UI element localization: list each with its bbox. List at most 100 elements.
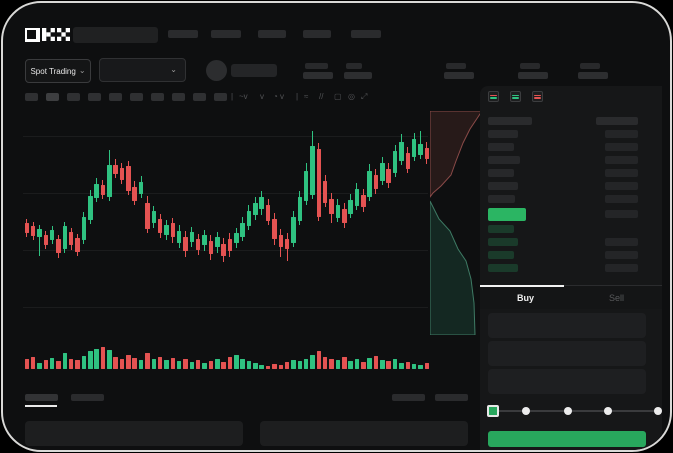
gridline-0 (23, 136, 428, 137)
bottom-tab-0[interactable] (25, 394, 58, 401)
toolbar-button-4[interactable] (109, 93, 122, 101)
candle-body (348, 200, 353, 214)
candle-body (322, 181, 328, 203)
nav-item-3[interactable] (303, 30, 331, 38)
time-icon[interactable]: ◔ v (273, 92, 285, 101)
candle-body (399, 142, 404, 161)
candle-body (284, 239, 290, 249)
volume-bar (208, 361, 214, 369)
ask-row-price[interactable] (488, 182, 518, 190)
tab-buy[interactable]: Buy (516, 293, 534, 303)
fullscreen-icon[interactable]: ⤢ (361, 92, 368, 101)
volume-bar (335, 360, 341, 369)
pair-avatar[interactable] (206, 60, 227, 81)
volume-bar (411, 364, 417, 369)
tab-sell[interactable]: Sell (608, 293, 624, 303)
order-field-2[interactable] (488, 369, 646, 394)
navbar (3, 3, 670, 51)
order-field-0[interactable] (488, 313, 646, 338)
ask-row-price[interactable] (488, 143, 514, 151)
toolbar-button-6[interactable] (151, 93, 164, 101)
volume-bar (88, 351, 93, 369)
volume-bar (354, 359, 360, 369)
toolbar-button-1[interactable] (46, 93, 59, 101)
candle-body (151, 211, 156, 223)
last-price-badge[interactable] (488, 208, 526, 221)
settings-icon[interactable]: ◎ (348, 92, 355, 101)
separator: | (296, 92, 299, 101)
order-field-1[interactable] (488, 341, 646, 366)
slider-step-2[interactable] (564, 407, 572, 415)
book-layout-asks-icon[interactable] (532, 91, 543, 102)
volume-bar (424, 363, 430, 369)
nav-item-2[interactable] (258, 30, 286, 38)
volume-bar (373, 356, 379, 369)
bid-row-price[interactable] (488, 251, 514, 259)
candle-body (310, 146, 315, 195)
book-layout-bids-icon[interactable] (510, 91, 521, 102)
book-layout-both-icon[interactable] (488, 91, 499, 102)
icon-mark (534, 94, 541, 96)
bottom-action-0[interactable] (392, 394, 425, 401)
bid-row-price[interactable] (488, 264, 518, 272)
ask-row-amount (605, 210, 638, 218)
buy-submit-button[interactable] (488, 431, 646, 447)
candle-body (88, 196, 93, 220)
amount-slider-track[interactable] (493, 410, 658, 412)
volume-bar (100, 347, 106, 369)
camera-icon[interactable]: ▢ (334, 92, 342, 101)
volume-bar (164, 360, 169, 369)
toolbar-button-9[interactable] (214, 93, 227, 101)
candle-body (81, 217, 87, 240)
amount-slider-handle[interactable] (487, 405, 499, 417)
toolbar-button-5[interactable] (130, 93, 143, 101)
toolbar-button-3[interactable] (88, 93, 101, 101)
candle-body (240, 223, 245, 237)
pair-selector-dropdown[interactable]: ⌄ (99, 58, 186, 82)
slider-step-4[interactable] (654, 407, 662, 415)
gridline-1 (23, 193, 428, 194)
volume-bar (81, 356, 87, 369)
nav-item-4[interactable] (351, 30, 381, 38)
okx-logo[interactable] (25, 28, 71, 42)
nav-item-1[interactable] (211, 30, 241, 38)
slider-step-1[interactable] (522, 407, 530, 415)
nav-item-0[interactable] (168, 30, 198, 38)
toolbar-button-7[interactable] (172, 93, 185, 101)
slider-step-3[interactable] (604, 407, 612, 415)
interval-icon[interactable]: v (260, 92, 264, 101)
ask-row-price[interactable] (488, 130, 518, 138)
bid-row-price[interactable] (488, 225, 514, 233)
toolbar-button-0[interactable] (25, 93, 38, 101)
volume-bar (380, 360, 385, 369)
candle-body (56, 239, 61, 253)
volume-bar (234, 355, 239, 369)
ask-row-price[interactable] (488, 195, 515, 203)
toolbar-button-8[interactable] (193, 93, 206, 101)
bottom-tab-1[interactable] (71, 394, 104, 401)
indicators-icon[interactable]: ≈ (304, 92, 309, 101)
stat-label-3 (520, 63, 540, 69)
volume-bar (138, 360, 144, 369)
volume-bar (367, 358, 372, 369)
toolbar-button-2[interactable] (67, 93, 80, 101)
icon-mark (512, 94, 519, 96)
candle-body (259, 197, 264, 209)
volume-bar (176, 361, 182, 369)
volume-bar (37, 363, 42, 369)
candle-type-icon[interactable]: ~v (239, 92, 248, 101)
nav-search-placeholder[interactable] (73, 27, 158, 43)
draw-icon[interactable]: // (319, 92, 324, 101)
ob-header-amount (596, 117, 638, 125)
candle-body (367, 171, 372, 197)
spot-trading-button[interactable]: Spot Trading ⌄ (25, 59, 91, 83)
candle-body (424, 148, 430, 159)
ask-row-price[interactable] (488, 169, 514, 177)
candle-body (316, 149, 322, 217)
ask-row-price[interactable] (488, 156, 520, 164)
bottom-action-1[interactable] (435, 394, 468, 401)
volume-bar (278, 365, 283, 369)
candle-body (94, 184, 99, 198)
ask-row-amount (605, 182, 638, 190)
bid-row-price[interactable] (488, 238, 518, 246)
